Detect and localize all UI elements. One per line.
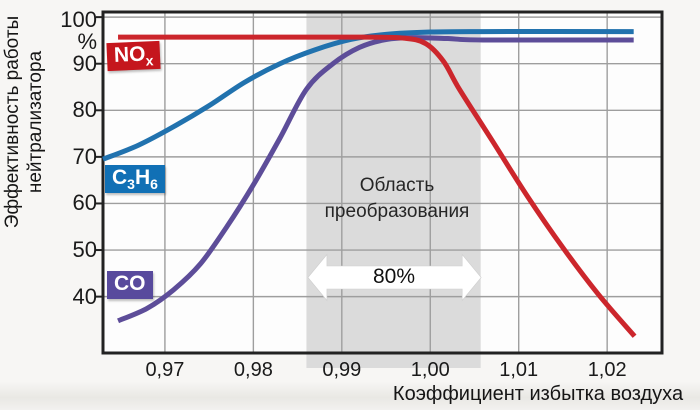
nox-label-text: NO: [113, 42, 146, 67]
annotation-line1: Область: [359, 175, 435, 196]
x-tick-label: 0,99: [322, 359, 362, 381]
c3h6-label-text2: H: [134, 166, 151, 189]
y-axis-title: Эффективность работы нейтрализатора: [1, 3, 47, 241]
c3h6-label-subscript2: 6: [150, 176, 158, 193]
y-tick-label: 60: [72, 190, 97, 216]
x-tick-label: 1,00: [410, 359, 450, 381]
nox-label-subscript: x: [145, 52, 154, 69]
c3h6-curve: [102, 29, 634, 162]
y-tick-label: %: [77, 29, 97, 55]
nox-curve: [118, 34, 637, 338]
x-tick-label: 0,97: [145, 359, 185, 381]
c3h6-series-label: C3H6: [105, 165, 165, 193]
conversion-region-annotation: Область преобразования: [287, 173, 507, 225]
y-tick-label: 90: [72, 50, 97, 76]
y-axis-title-line1: Эффективность работы: [2, 15, 23, 229]
axis-box: [101, 10, 664, 355]
y-tick-label: 80: [72, 97, 97, 123]
band-width-arrow: [307, 253, 482, 302]
x-tick-label: 0,98: [233, 359, 273, 381]
x-tick-label: 1,02: [587, 359, 627, 381]
co-label-text: CO: [114, 272, 146, 295]
x-tick-label: 1,01: [499, 359, 539, 381]
annotation-line2: преобразования: [324, 201, 470, 222]
co-curve: [117, 35, 634, 324]
c3h6-label-text: C: [112, 166, 128, 189]
x-axis-title: Коэффициент избытка воздуха: [392, 383, 684, 405]
y-tick-label: 100: [60, 7, 97, 32]
y-tick-label: 70: [72, 143, 97, 169]
c3h6-label-subscript: 3: [127, 176, 135, 193]
nox-series-label: NOx: [106, 40, 161, 72]
band-width-percent-label: 80%: [372, 265, 416, 288]
y-tick-label: 50: [72, 237, 97, 263]
co-series-label: CO: [107, 271, 153, 299]
y-tick-label: 40: [72, 283, 97, 309]
